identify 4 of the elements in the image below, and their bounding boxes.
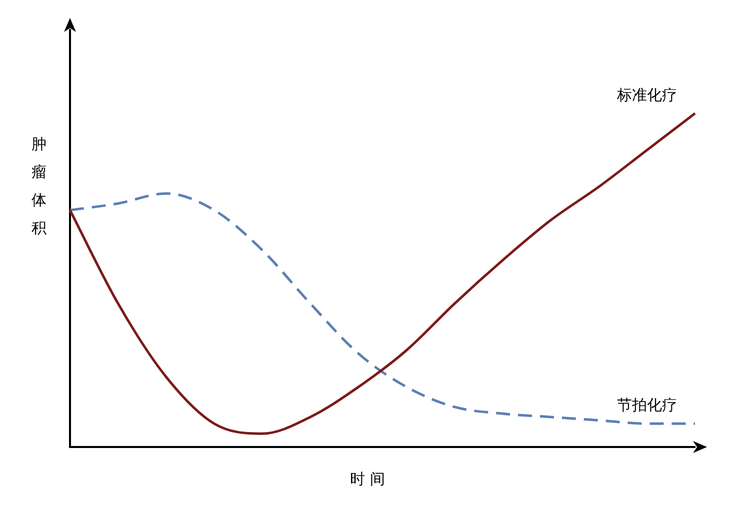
y-axis-title: 肿瘤体积 (30, 134, 48, 239)
series-label: 标准化疗 (616, 86, 677, 104)
x-axis-title: 时 间 (349, 470, 386, 489)
series-label: 节拍化疗 (617, 396, 677, 414)
